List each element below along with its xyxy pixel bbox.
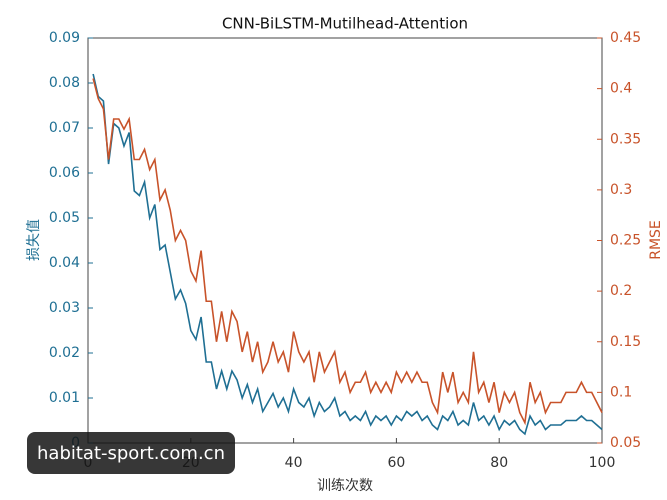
- chart-title: CNN-BiLSTM-Mutilhead-Attention: [222, 15, 468, 33]
- y-tick-label: 0.01: [49, 390, 80, 406]
- y2-tick-label: 0.15: [610, 334, 641, 350]
- y2-tick-label: 0.05: [610, 435, 641, 451]
- y2-tick-label: 0.25: [610, 233, 641, 249]
- y2-tick-label: 0.2: [610, 283, 632, 299]
- x-tick-label: 60: [387, 455, 405, 471]
- watermark: habitat-sport.com.cn: [37, 443, 225, 464]
- y2-tick-label: 0.4: [610, 81, 632, 97]
- y-tick-label: 0.04: [49, 255, 80, 271]
- series-line: [92, 73, 603, 436]
- y-tick-label: 0.02: [49, 345, 80, 361]
- series-line: [92, 78, 603, 426]
- y2-tick-label: 0.35: [610, 131, 641, 147]
- y-tick-label: 0.09: [49, 30, 80, 46]
- y2-axis-label: RMSE: [648, 220, 664, 260]
- watermark-box: [27, 432, 235, 474]
- x-axis-label: 训练次数: [317, 478, 373, 494]
- y-tick-label: 0.03: [49, 300, 80, 316]
- x-tick-label: 100: [589, 455, 616, 471]
- y-tick-label: 0.08: [49, 75, 80, 91]
- x-tick-label: 40: [285, 455, 303, 471]
- y2-tick-label: 0.45: [610, 30, 641, 46]
- y-tick-label: 0.07: [49, 120, 80, 136]
- x-tick-label: 80: [490, 455, 508, 471]
- y-axis-label: 损失值: [26, 219, 42, 261]
- y2-tick-label: 0.3: [610, 182, 632, 198]
- y2-tick-label: 0.1: [610, 384, 632, 400]
- y-tick-label: 0.06: [49, 165, 80, 181]
- y-tick-label: 0.05: [49, 210, 80, 226]
